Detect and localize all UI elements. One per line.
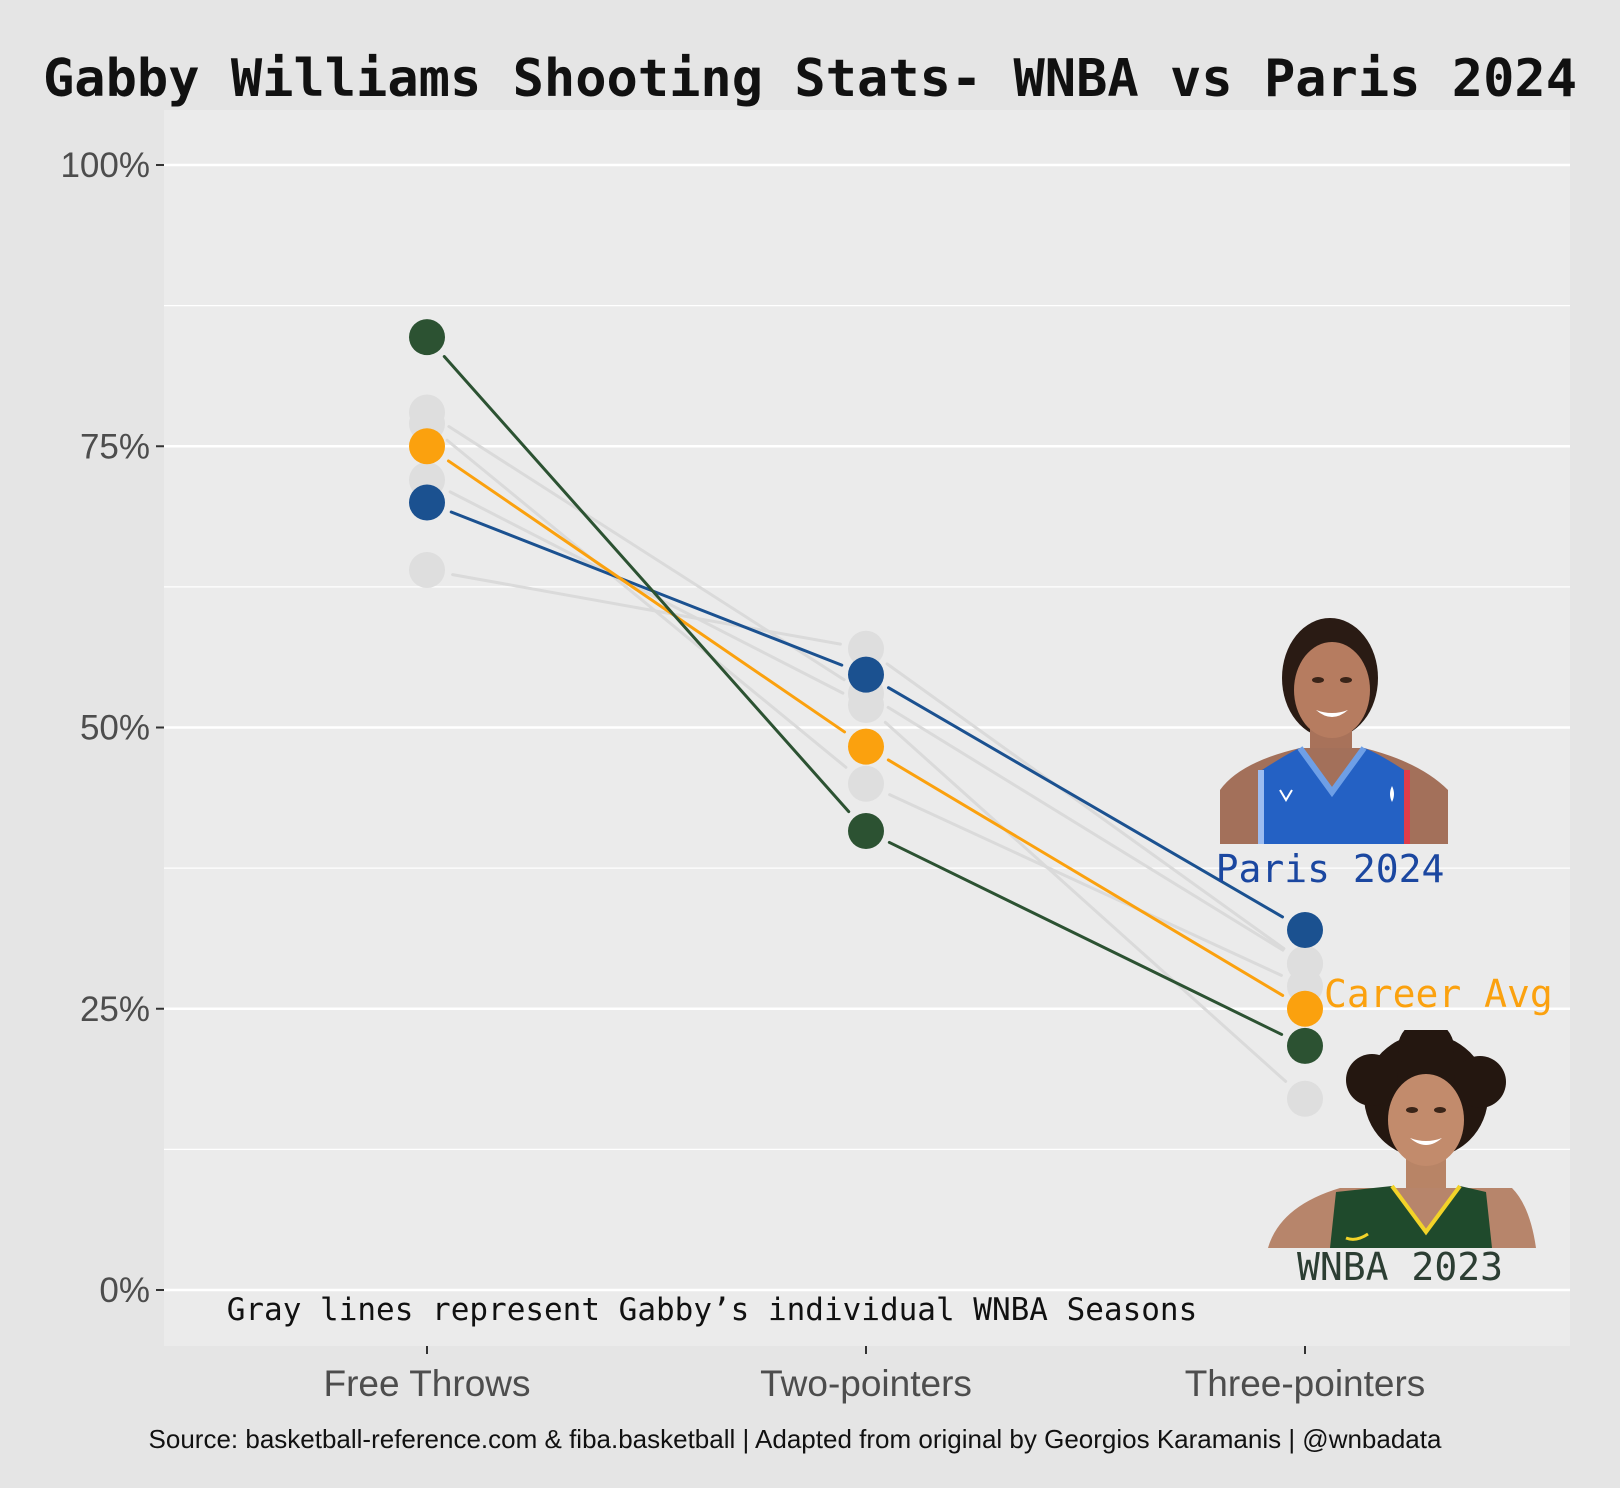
- gray-season-0-segment-0: [447, 425, 846, 682]
- wnba-2023-point-2: [1287, 1027, 1323, 1064]
- career-avg-point-2: [1287, 990, 1323, 1027]
- paris-2024-point-0: [409, 484, 445, 521]
- y-tick-label-4: 100%: [60, 146, 150, 185]
- x-axis: Free Throws Two-pointers Three-pointers: [324, 1346, 1426, 1404]
- paris-2024-point-2: [1287, 912, 1323, 948]
- gray-season-3-segment-1: [885, 662, 1286, 951]
- gray-lines-note: Gray lines represent Gabby’s individual …: [227, 1292, 1198, 1328]
- career-avg-segment-1: [886, 758, 1285, 997]
- paris-2024-point-1: [848, 656, 884, 693]
- x-tick-label-2: Three-pointers: [1185, 1363, 1426, 1404]
- paris-2024-segment-1: [886, 686, 1285, 919]
- gray-season-3-point-0: [409, 552, 445, 588]
- gray-season-2-point-2: [1287, 1080, 1323, 1117]
- career-avg-segment-0: [446, 459, 847, 734]
- paris-2024-photo: [1220, 618, 1448, 844]
- highlight-series: [409, 319, 1323, 1064]
- gray-season-1-segment-1: [888, 793, 1283, 977]
- career-avg-point-0: [409, 428, 445, 465]
- gray-season-3-point-1: [848, 630, 884, 667]
- x-tick-label-1: Two-pointers: [760, 1363, 972, 1404]
- wnba-2023-segment-1: [887, 840, 1284, 1036]
- x-tick-label-0: Free Throws: [324, 1363, 531, 1404]
- gray-season-2-point-1: [848, 687, 884, 723]
- paris-2024-segment-0: [449, 510, 844, 667]
- gray-season-2-segment-0: [448, 490, 845, 695]
- gray-season-1-point-1: [848, 765, 884, 802]
- gray-season-3-segment-0: [451, 573, 842, 646]
- paris-2024-label: Paris 2024: [1216, 847, 1445, 891]
- gray-season-0-segment-1: [886, 705, 1285, 952]
- wnba-2023-photo: [1268, 1030, 1536, 1248]
- wnba-2023-point-0: [409, 319, 445, 356]
- chart-title: Gabby Williams Shooting Stats- WNBA vs P…: [43, 49, 1577, 109]
- y-tick-label-1: 25%: [80, 990, 150, 1029]
- gray-season-3-point-2: [1287, 945, 1323, 982]
- source-caption: Source: basketball-reference.com & fiba.…: [149, 1424, 1442, 1454]
- career-avg-label: Career Avg: [1324, 972, 1553, 1016]
- career-avg-point-1: [848, 728, 884, 765]
- gray-season-1-segment-0: [445, 438, 848, 769]
- gray-season-2-segment-1: [883, 720, 1288, 1083]
- y-axis: 0% 25% 50% 75% 100%: [60, 146, 164, 1310]
- y-tick-label-3: 75%: [80, 427, 150, 466]
- wnba-2023-label: WNBA 2023: [1297, 1245, 1503, 1289]
- wnba-2023-segment-0: [442, 355, 851, 814]
- y-tick-label-2: 50%: [80, 709, 150, 748]
- y-tick-label-0: 0%: [99, 1271, 150, 1310]
- wnba-2023-point-1: [848, 813, 884, 849]
